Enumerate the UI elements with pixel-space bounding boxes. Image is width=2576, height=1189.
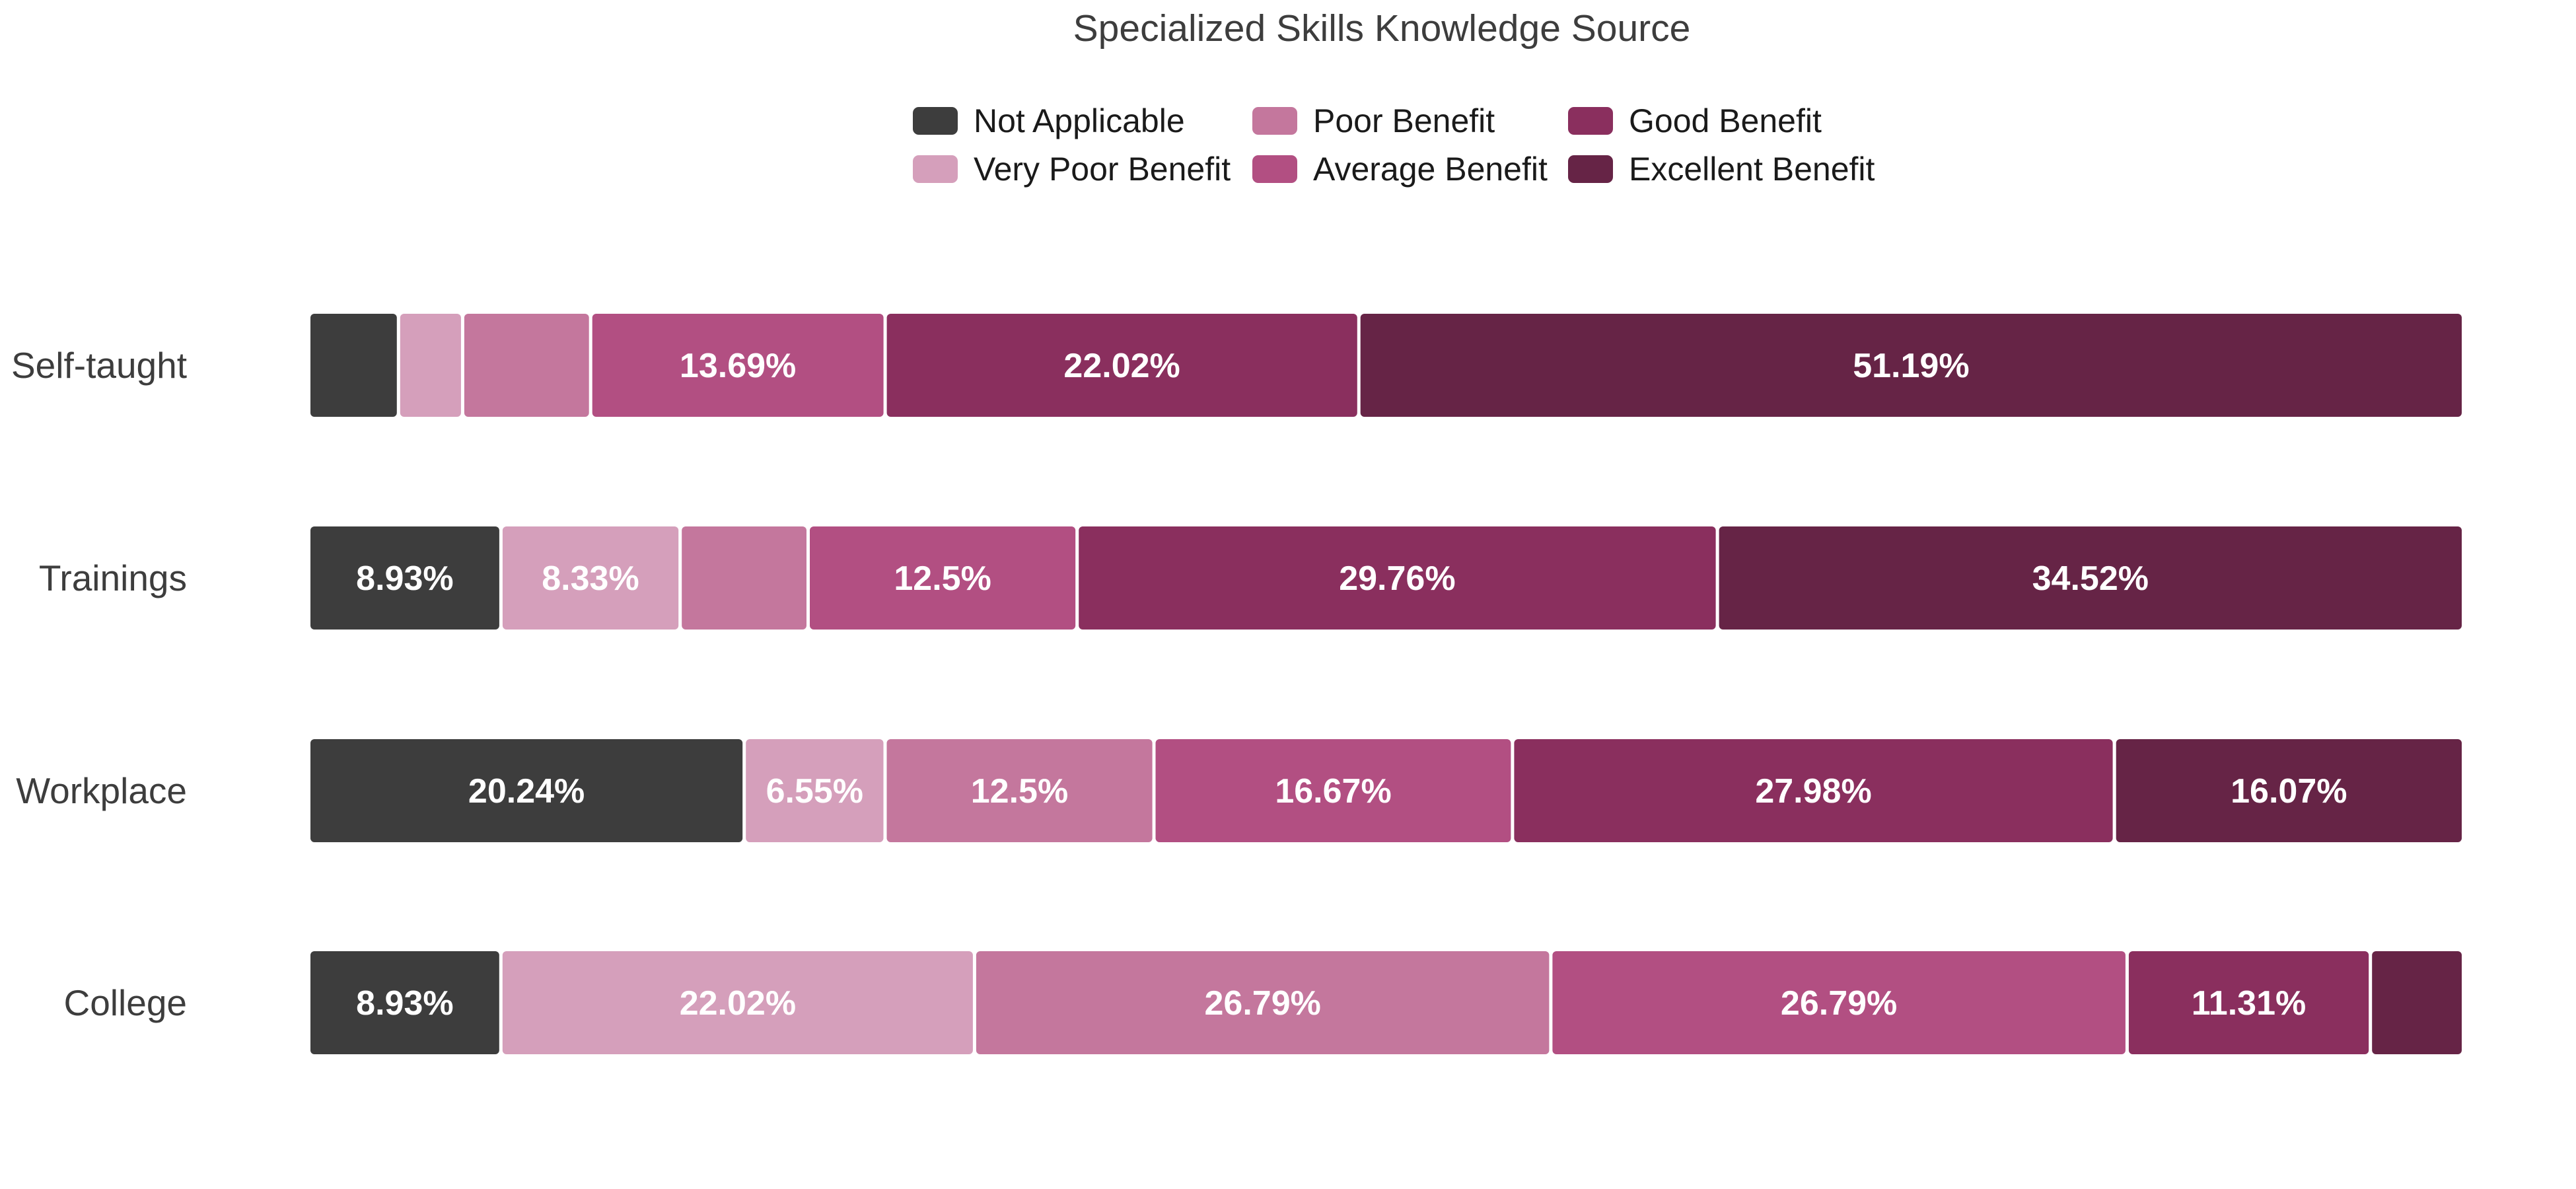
bar-segment-self-taught-average-benefit — [592, 314, 884, 417]
bar-segment-trainings-good-benefit — [1079, 526, 1716, 630]
bar-segment-workplace-average-benefit — [1155, 739, 1511, 842]
data-label-workplace-average-benefit: 16.67% — [1275, 772, 1391, 811]
bar-segment-college-very-poor-benefit — [502, 951, 973, 1054]
legend-item-average-benefit: Average Benefit — [1252, 151, 1548, 188]
data-label-college-good-benefit: 11.31% — [2192, 984, 2307, 1023]
data-label-workplace-good-benefit: 27.98% — [1755, 772, 1871, 811]
legend-item-excellent-benefit: Excellent Benefit — [1568, 151, 1875, 188]
bar-segment-self-taught-not-applicable — [310, 314, 397, 417]
bar-segment-workplace-very-poor-benefit — [746, 739, 884, 842]
legend: Not Applicable Very Poor Benefit Poor Bene… — [913, 102, 1875, 188]
legend-swatch-not-applicable — [913, 107, 958, 135]
bar-row-trainings: 8.93% 8.33% 12.5% 29.76% 34.52% — [310, 526, 2462, 630]
bar-row-workplace: 20.24% 6.55% 12.5% 16.67% 27.98% 16.07% — [310, 739, 2462, 842]
legend-item-poor-benefit: Poor Benefit — [1252, 102, 1495, 139]
bar-segment-college-good-benefit — [2128, 951, 2369, 1054]
category-label-self-taught: Self-taught — [11, 345, 187, 386]
category-label-workplace: Workplace — [16, 770, 187, 811]
category-label-college: College — [63, 982, 187, 1023]
bar-segment-trainings-excellent-benefit — [1719, 526, 2462, 630]
legend-label-poor-benefit: Poor Benefit — [1313, 102, 1495, 139]
data-label-college-very-poor-benefit: 22.02% — [680, 984, 796, 1023]
bar-segment-trainings-very-poor-benefit — [502, 526, 679, 630]
legend-item-very-poor-benefit: Very Poor Benefit — [913, 151, 1231, 188]
legend-swatch-average-benefit — [1252, 155, 1297, 183]
data-label-self-taught-average-benefit: 13.69% — [680, 347, 796, 385]
legend-label-very-poor-benefit: Very Poor Benefit — [974, 151, 1231, 188]
bar-segment-college-poor-benefit — [976, 951, 1550, 1054]
data-label-self-taught-excellent-benefit: 51.19% — [1853, 347, 1969, 385]
legend-label-good-benefit: Good Benefit — [1629, 102, 1822, 139]
bar-segment-self-taught-good-benefit — [886, 314, 1357, 417]
bar-segment-workplace-good-benefit — [1514, 739, 2113, 842]
bar-segment-college-not-applicable — [310, 951, 499, 1054]
bar-segment-workplace-excellent-benefit — [2116, 739, 2462, 842]
data-label-trainings-excellent-benefit: 34.52% — [2032, 559, 2149, 598]
data-label-workplace-excellent-benefit: 16.07% — [2231, 772, 2347, 811]
category-axis-labels: Self-taught Trainings Workplace College — [11, 345, 187, 1023]
legend-swatch-excellent-benefit — [1568, 155, 1613, 183]
bar-segment-self-taught-poor-benefit — [464, 314, 589, 417]
bar-row-college: 8.93% 22.02% 26.79% 26.79% 11.31% — [310, 951, 2462, 1054]
legend-swatch-good-benefit — [1568, 107, 1613, 135]
bar-segment-college-excellent-benefit — [2372, 951, 2462, 1054]
legend-item-not-applicable: Not Applicable — [913, 102, 1185, 139]
chart-title: Specialized Skills Knowledge Source — [1073, 7, 1691, 50]
bar-segment-college-average-benefit — [1552, 951, 2126, 1054]
data-label-workplace-poor-benefit: 12.5% — [971, 772, 1068, 811]
legend-label-not-applicable: Not Applicable — [974, 102, 1185, 139]
category-label-trainings: Trainings — [39, 558, 187, 598]
bar-segment-trainings-poor-benefit — [682, 526, 806, 630]
bar-row-self-taught: 13.69% 22.02% 51.19% — [310, 314, 2462, 417]
data-label-workplace-not-applicable: 20.24% — [468, 772, 585, 811]
bars: 13.69% 22.02% 51.19% 8.93% 8.33% 12.5% 29.76% 3… — [310, 314, 2462, 1054]
legend-swatch-very-poor-benefit — [913, 155, 958, 183]
legend-swatch-poor-benefit — [1252, 107, 1297, 135]
bar-segment-workplace-poor-benefit — [886, 739, 1153, 842]
bar-segment-self-taught-excellent-benefit — [1360, 314, 2462, 417]
data-label-college-not-applicable: 8.93% — [356, 984, 453, 1023]
bar-segment-trainings-average-benefit — [810, 526, 1076, 630]
legend-label-excellent-benefit: Excellent Benefit — [1629, 151, 1875, 188]
data-label-trainings-very-poor-benefit: 8.33% — [542, 559, 639, 598]
data-label-college-poor-benefit: 26.79% — [1205, 984, 1321, 1023]
data-label-college-average-benefit: 26.79% — [1781, 984, 1897, 1023]
data-label-self-taught-good-benefit: 22.02% — [1063, 347, 1180, 385]
bar-segment-workplace-not-applicable — [310, 739, 743, 842]
data-label-trainings-good-benefit: 29.76% — [1339, 559, 1455, 598]
bar-segment-self-taught-very-poor-benefit — [400, 314, 461, 417]
data-label-trainings-average-benefit: 12.5% — [894, 559, 991, 598]
data-label-trainings-not-applicable: 8.93% — [356, 559, 453, 598]
legend-label-average-benefit: Average Benefit — [1313, 151, 1548, 188]
legend-item-good-benefit: Good Benefit — [1568, 102, 1822, 139]
bar-segment-trainings-not-applicable — [310, 526, 499, 630]
data-label-workplace-very-poor-benefit: 6.55% — [766, 772, 863, 811]
